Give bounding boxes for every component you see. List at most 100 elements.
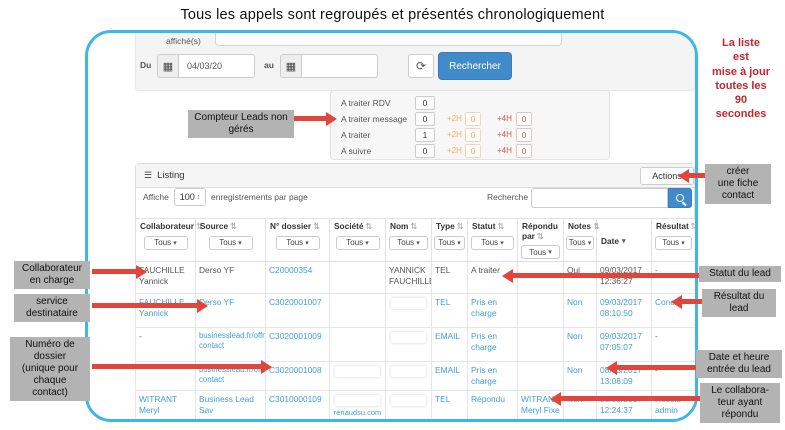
cell-dossier-link[interactable]: C20000354 bbox=[265, 261, 330, 295]
filter-tous[interactable]: Tous ▾ bbox=[388, 235, 429, 250]
col-source: Source ⇅ Tous ▾ bbox=[195, 217, 266, 263]
page-size-select[interactable]: 100 ↕ bbox=[174, 188, 206, 206]
counter-value: 0 bbox=[415, 144, 435, 158]
column-label: N° dossier bbox=[270, 221, 312, 231]
caret-down-icon: ▾ bbox=[365, 239, 369, 247]
plus4h-label: +4H bbox=[497, 146, 512, 155]
arrow-repondu bbox=[550, 391, 700, 406]
cell-source-link[interactable]: businesslead.fr/offre contact bbox=[195, 327, 266, 363]
cell-source-link[interactable]: Business Lead Sav bbox=[195, 389, 266, 419]
au-label: au bbox=[264, 60, 274, 70]
filter-label: Tous bbox=[481, 238, 499, 248]
search-button[interactable] bbox=[668, 188, 692, 208]
plus2h-label: +2H bbox=[447, 114, 462, 123]
societe-domain: renaudsu.com bbox=[333, 407, 382, 417]
page-title: Tous les appels sont regroupés et présen… bbox=[180, 7, 605, 23]
spinner-icon: ↕ bbox=[196, 193, 201, 201]
affiche-label: Affiche bbox=[143, 192, 169, 202]
cell-notes: Non bbox=[563, 327, 597, 363]
counter-value: 1 bbox=[415, 128, 435, 142]
cell-dossier-link[interactable]: C3010000109 bbox=[265, 389, 330, 419]
cell-societe bbox=[329, 361, 386, 391]
cell-repondu bbox=[517, 327, 564, 363]
sort-icon[interactable]: ⇅ bbox=[313, 222, 320, 231]
date-from-input[interactable] bbox=[179, 54, 255, 78]
sort-icon[interactable]: ⇅ bbox=[456, 222, 464, 231]
filter-label: Tous bbox=[286, 238, 304, 248]
sort-icon[interactable]: ⇅ bbox=[690, 222, 698, 231]
filter-tous[interactable]: Tous ▾ bbox=[143, 235, 188, 250]
cell-type: TEL bbox=[431, 293, 468, 329]
filter-label: Tous bbox=[397, 238, 415, 248]
sort-icon[interactable]: ⇅ bbox=[230, 222, 237, 231]
sort-icon[interactable]: ⇅ bbox=[410, 222, 418, 231]
annotation-collaborateur-repondu: Le collabora- teur ayant répondu bbox=[700, 383, 780, 423]
filter-label: Tous bbox=[346, 238, 364, 248]
filter-tous[interactable]: Tous ▾ bbox=[434, 235, 465, 250]
cell-dossier-link[interactable]: C3020001009 bbox=[265, 327, 330, 363]
search-input[interactable] bbox=[531, 188, 668, 208]
filter-tous[interactable]: Tous ▾ bbox=[470, 235, 515, 250]
sort-icon[interactable]: ⇅ bbox=[497, 222, 505, 231]
cell-dossier-link[interactable]: C3020001007 bbox=[265, 293, 330, 329]
sort-icon[interactable]: ⇅ bbox=[365, 222, 373, 231]
col-collaborateur: Collaborateur ⇅ Tous ▾ bbox=[135, 217, 203, 263]
sort-icon[interactable]: ⇅ bbox=[536, 231, 544, 241]
redacted-text bbox=[390, 332, 427, 344]
sort-icon[interactable]: ⇅ bbox=[593, 222, 600, 231]
counter-label: A traiter message bbox=[341, 114, 408, 124]
filter-tous[interactable]: Tous ▾ bbox=[520, 245, 561, 260]
date-sort[interactable]: Date ▾ bbox=[598, 236, 650, 246]
plus4h-value: 0 bbox=[516, 144, 532, 158]
filter-tous[interactable]: Tous ▾ bbox=[208, 235, 253, 250]
cell-nom: YANNICK FAUCHILLE bbox=[385, 261, 432, 295]
col-date: Date ▾ bbox=[596, 217, 652, 263]
cell-notes: Non bbox=[563, 361, 597, 391]
cell-notes: Non bbox=[563, 293, 597, 329]
arrow-collaborateur bbox=[92, 264, 147, 279]
calendar-icon: ▦ bbox=[285, 60, 297, 73]
filter-tous[interactable]: Tous ▾ bbox=[275, 235, 320, 250]
cell-source: Derso YF bbox=[195, 261, 266, 295]
cell-collaborateur[interactable]: WITRANT Meryl bbox=[135, 389, 196, 419]
calendar-button-from[interactable]: ▦ bbox=[157, 54, 179, 78]
column-label: Type bbox=[436, 221, 455, 231]
hamburger-icon: ☰ bbox=[144, 170, 153, 180]
date-to-input[interactable] bbox=[302, 54, 378, 78]
filter-label: Tous bbox=[662, 238, 680, 248]
annotation-compteur-leads: Compteur Leads non gérés bbox=[188, 110, 294, 138]
redacted-text bbox=[390, 394, 427, 406]
plus2h-value: 0 bbox=[465, 112, 481, 126]
filter-tous[interactable]: Tous ▾ bbox=[566, 235, 594, 250]
cell-statut: Répondu bbox=[467, 389, 518, 419]
lead-counters-panel: A traiter RDV 0 A traiter message 0 +2H … bbox=[330, 90, 610, 160]
calendar-button-to[interactable]: ▦ bbox=[280, 54, 302, 78]
plus2h-value: 0 bbox=[465, 144, 481, 158]
plus2h-label: +2H bbox=[447, 146, 462, 155]
column-label: Statut bbox=[472, 221, 496, 231]
arrow-statut bbox=[502, 268, 699, 283]
redacted-text bbox=[334, 366, 381, 378]
caret-down-icon: ▾ bbox=[238, 239, 242, 247]
filter-label: Tous bbox=[154, 238, 172, 248]
filter-tous[interactable]: Tous ▾ bbox=[654, 235, 693, 250]
caret-down-icon: ▾ bbox=[173, 239, 177, 247]
cell-type: EMAIL bbox=[431, 327, 468, 363]
per-page-label: enregistrements par page bbox=[211, 192, 308, 202]
recherche-label: Recherche bbox=[487, 192, 529, 202]
filter-tous[interactable]: Tous ▾ bbox=[335, 235, 380, 250]
annotation-resultat-du-lead: Résultat du lead bbox=[702, 289, 776, 317]
counter-row: A suivre 0 +2H 0 +4H 0 bbox=[331, 144, 609, 158]
arrow-resultat bbox=[671, 294, 702, 309]
refresh-button[interactable]: ⟳ bbox=[408, 54, 434, 78]
du-label: Du bbox=[140, 60, 152, 70]
cell-collaborateur[interactable]: FAUCHILLE Yannick bbox=[135, 293, 196, 329]
column-label: Répondu par bbox=[522, 221, 558, 241]
rechercher-button[interactable]: Rechercher bbox=[438, 52, 512, 80]
cell-dossier-link[interactable]: C3020001008 bbox=[265, 361, 330, 391]
sort-icon[interactable]: ⇅ bbox=[195, 222, 203, 231]
cell-societe bbox=[329, 261, 386, 295]
clipped-select[interactable] bbox=[215, 33, 562, 46]
cell-repondu bbox=[517, 361, 564, 391]
plus2h-label: +2H bbox=[447, 130, 462, 139]
